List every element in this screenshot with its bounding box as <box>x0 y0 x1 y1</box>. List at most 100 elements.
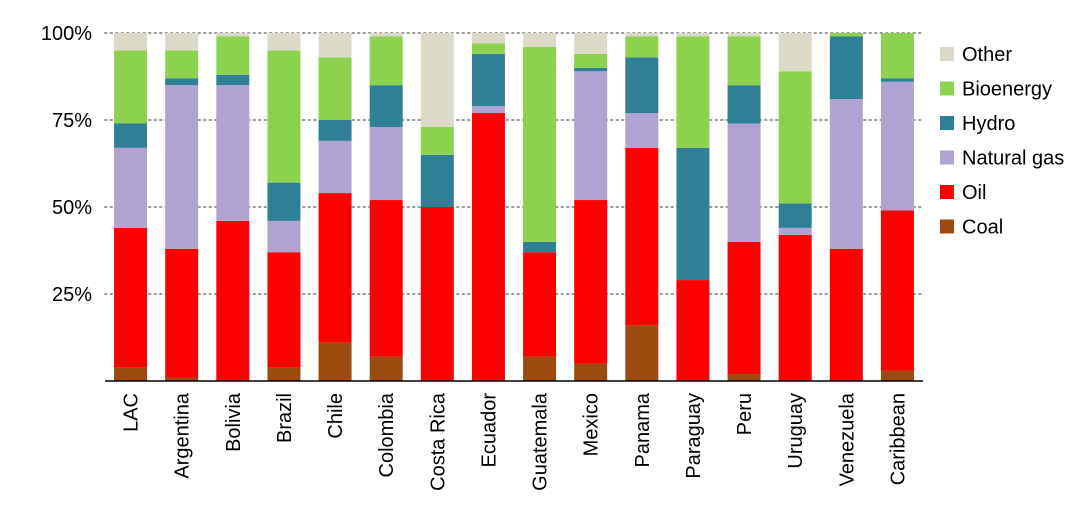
bar-segment-natural-gas <box>778 227 812 235</box>
bar-segment-hydro <box>625 57 659 114</box>
x-tick-label: Caribbean <box>887 393 909 485</box>
bar-segment-oil <box>625 147 659 326</box>
bar-segment-bioenergy <box>574 53 608 68</box>
bar-segment-bioenergy <box>471 43 505 54</box>
bar-segment-natural-gas <box>880 81 914 211</box>
legend-label: Oil <box>962 182 986 204</box>
bar-stack-caribbean <box>880 33 914 381</box>
bar-segment-hydro <box>165 78 199 86</box>
bar-segment-coal <box>318 342 352 381</box>
bar-segment-other <box>574 33 608 54</box>
x-tick-label: Guatemala <box>530 392 552 491</box>
bar-segment-natural-gas <box>318 140 352 194</box>
bar-segment-bioenergy <box>625 36 659 58</box>
bar-segment-coal <box>574 363 608 381</box>
x-tick-label: Bolivia <box>223 392 245 452</box>
bar-segment-bioenergy <box>676 36 710 148</box>
bar-segment-hydro <box>318 120 352 141</box>
bar-stack-uruguay <box>778 33 812 381</box>
x-tick-label: Ecuador <box>478 393 500 468</box>
legend-item-natural-gas: Natural gas <box>940 148 1064 170</box>
legend-item-hydro: Hydro <box>940 113 1015 135</box>
bar-segment-bioenergy <box>216 36 250 75</box>
bar-segment-bioenergy <box>727 36 761 86</box>
bar-segment-oil <box>420 207 454 381</box>
bar-segment-oil <box>523 252 557 357</box>
legend-swatch <box>940 47 954 61</box>
legend-item-other: Other <box>940 44 1012 66</box>
x-tick-label: Venezuela <box>836 392 858 486</box>
bar-stack-argentina <box>165 33 199 381</box>
bar-segment-other <box>727 33 761 37</box>
bar-stack-ecuador <box>471 33 505 381</box>
bar-segment-other <box>318 33 352 58</box>
bar-segment-other <box>625 33 659 37</box>
x-tick-label: Argentina <box>172 392 194 478</box>
x-tick-label: Panama <box>632 392 654 467</box>
bar-stack-mexico <box>574 33 608 381</box>
x-axis-ticks: LAC Argentina Bolivia Brazil Chile Colombia Co… <box>121 392 910 491</box>
bar-segment-natural-gas <box>369 126 403 201</box>
bar-segment-natural-gas <box>471 106 505 114</box>
bar-segment-hydro <box>369 85 403 127</box>
bar-segment-hydro <box>216 74 250 86</box>
bar-segment-bioenergy <box>778 71 812 204</box>
bar-segment-coal <box>267 367 301 381</box>
bar-segment-hydro <box>676 147 710 281</box>
bar-segment-natural-gas <box>165 85 199 249</box>
bar-segment-oil <box>727 241 761 375</box>
bar-segment-hydro <box>778 203 812 228</box>
bar-stack-guatemala <box>523 33 557 381</box>
bar-segment-coal <box>880 370 914 381</box>
legend-swatch <box>940 116 954 130</box>
bar-segment-bioenergy <box>829 33 863 37</box>
bar-segment-other <box>778 33 812 72</box>
bar-segment-oil <box>369 200 403 357</box>
bar-segment-oil <box>574 200 608 364</box>
bar-segment-coal <box>369 356 403 381</box>
bar-stack-costa-rica <box>420 33 454 381</box>
bar-segment-bioenergy <box>369 36 403 86</box>
bar-segment-coal <box>523 356 557 381</box>
bar-segment-hydro <box>471 53 505 107</box>
bar-segment-bioenergy <box>420 126 454 155</box>
y-axis-ticks: 25% 50% 75% 100% <box>41 23 92 306</box>
bar-stack-panama <box>625 33 659 381</box>
bar-segment-other <box>420 33 454 127</box>
y-tick-label: 75% <box>52 110 92 132</box>
bar-segment-oil <box>471 113 505 381</box>
bar-segment-other <box>267 33 301 51</box>
bar-segment-natural-gas <box>574 71 608 201</box>
bar-segment-natural-gas <box>114 147 148 228</box>
x-tick-label: Paraguay <box>683 393 705 479</box>
legend-label: Coal <box>962 217 1003 239</box>
bar-segment-other <box>369 33 403 37</box>
legend-label: Hydro <box>962 113 1015 135</box>
legend-swatch <box>940 185 954 199</box>
legend-label: Other <box>962 44 1012 66</box>
bar-segment-oil <box>676 280 710 381</box>
bar-segment-hydro <box>727 85 761 124</box>
bar-segment-oil <box>216 220 250 381</box>
bar-segment-natural-gas <box>216 85 250 221</box>
x-tick-label: Costa Rica <box>427 392 449 491</box>
bar-stack-peru <box>727 33 761 381</box>
bar-segment-oil <box>165 248 199 378</box>
y-tick-label: 25% <box>52 284 92 306</box>
bar-segment-hydro <box>114 123 148 148</box>
x-tick-label: Mexico <box>581 393 603 456</box>
bar-segment-hydro <box>420 154 454 207</box>
bar-segment-natural-gas <box>829 99 863 249</box>
bar-segment-coal <box>727 374 761 381</box>
bar-segment-other <box>471 33 505 44</box>
legend: Other Bioenergy Hydro Natural gas Oil Coal <box>940 44 1064 239</box>
bar-stack-chile <box>318 33 352 381</box>
legend-swatch <box>940 150 954 165</box>
bar-segment-hydro <box>523 241 557 253</box>
bar-segment-other <box>165 33 199 51</box>
x-tick-label: Uruguay <box>785 393 807 469</box>
x-tick-label: Peru <box>734 393 756 435</box>
bar-segment-bioenergy <box>880 33 914 79</box>
legend-item-bioenergy: Bioenergy <box>940 79 1052 101</box>
bar-segment-oil <box>318 193 352 343</box>
